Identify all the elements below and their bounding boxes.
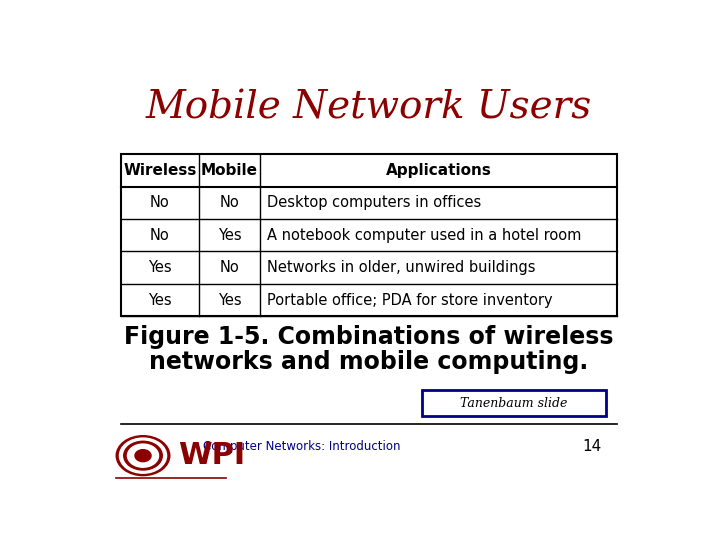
Text: Desktop computers in offices: Desktop computers in offices	[267, 195, 481, 211]
Text: Applications: Applications	[386, 163, 492, 178]
Text: No: No	[150, 195, 170, 211]
Circle shape	[116, 436, 170, 476]
Circle shape	[120, 438, 166, 473]
Text: 14: 14	[582, 439, 602, 454]
Text: No: No	[220, 195, 239, 211]
Text: No: No	[220, 260, 239, 275]
Bar	[121, 154, 617, 316]
Text: Mobile Network Users: Mobile Network Users	[146, 90, 592, 127]
Bar	[422, 390, 606, 416]
Circle shape	[127, 444, 158, 467]
Circle shape	[124, 441, 162, 470]
Text: A notebook computer used in a hotel room: A notebook computer used in a hotel room	[267, 228, 581, 243]
Circle shape	[135, 450, 151, 462]
Text: Yes: Yes	[217, 228, 241, 243]
Text: Mobile: Mobile	[201, 163, 258, 178]
Text: Computer Networks: Introduction: Computer Networks: Introduction	[203, 440, 401, 453]
Text: No: No	[150, 228, 170, 243]
Text: Figure 1-5. Combinations of wireless: Figure 1-5. Combinations of wireless	[125, 325, 613, 349]
Text: Networks in older, unwired buildings: Networks in older, unwired buildings	[267, 260, 536, 275]
Text: WPI: WPI	[178, 441, 246, 470]
Text: Yes: Yes	[217, 293, 241, 308]
Text: Yes: Yes	[148, 293, 171, 308]
Text: Yes: Yes	[148, 260, 171, 275]
Text: networks and mobile computing.: networks and mobile computing.	[149, 350, 589, 374]
Text: Portable office; PDA for store inventory: Portable office; PDA for store inventory	[267, 293, 552, 308]
Text: Tanenbaum slide: Tanenbaum slide	[460, 397, 568, 410]
Text: Wireless: Wireless	[123, 163, 197, 178]
